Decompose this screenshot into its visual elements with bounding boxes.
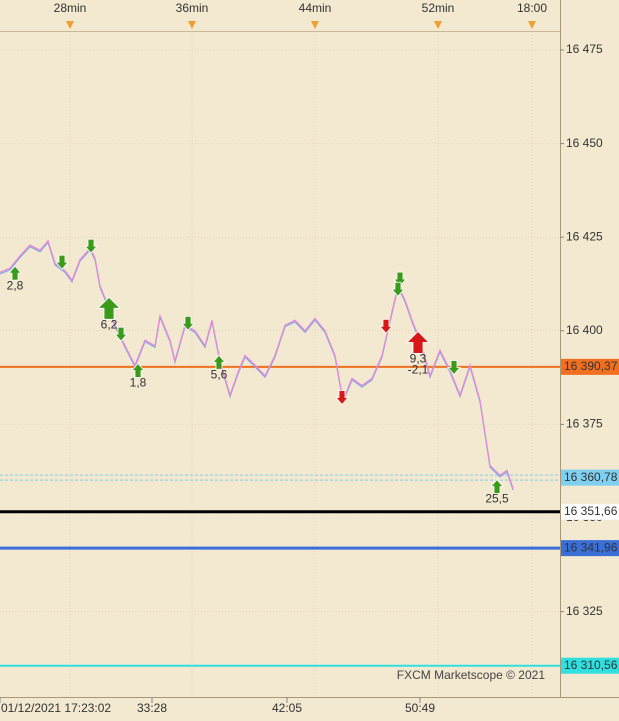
trade-arrow xyxy=(114,326,128,342)
level-label-box xyxy=(561,469,619,486)
trade-label: 5,6 xyxy=(211,367,228,381)
trade-label: 1,8 xyxy=(130,376,147,390)
y-tick-label: 16 375 xyxy=(566,417,603,431)
y-tick-label: 16 450 xyxy=(566,136,603,150)
trade-arrow xyxy=(84,238,98,254)
level-label-box xyxy=(561,657,619,674)
level-label-box xyxy=(561,358,619,375)
trade-arrow xyxy=(447,360,461,376)
tick-marker xyxy=(188,21,196,29)
trade-arrow xyxy=(131,362,145,378)
trade-label: 25,5 xyxy=(485,492,509,506)
y-tick-label: 16 400 xyxy=(566,323,603,337)
tick-marker xyxy=(528,21,536,29)
level-label: 16 360,78 xyxy=(564,470,618,484)
trade-arrow xyxy=(490,478,504,494)
level-label-box xyxy=(561,503,619,520)
trade-label: 2,8 xyxy=(7,278,24,292)
trade-arrow xyxy=(406,330,430,354)
x-tick-label: 42:05 xyxy=(272,701,302,715)
level-label: 16 341,96 xyxy=(564,540,618,554)
x-tick-label: 01/12/2021 17:23:02 xyxy=(1,701,111,715)
y-tick-label: 16 425 xyxy=(566,229,603,243)
trade-label: -2,1 xyxy=(408,363,429,377)
x-tick-label: 33:28 xyxy=(137,701,167,715)
level-label: 16 390,37 xyxy=(564,359,618,373)
tick-marker xyxy=(311,21,319,29)
footer: FXCM Marketscope © 2021 xyxy=(397,668,546,682)
trade-arrow xyxy=(181,315,195,331)
top-tick-label: 18:00 xyxy=(517,1,547,15)
level-label-box xyxy=(561,540,619,557)
trade-label: 9,3 xyxy=(410,352,427,366)
trade-arrow xyxy=(8,265,22,281)
trade-label: 6,2 xyxy=(101,318,118,332)
level-label: 16 351,66 xyxy=(564,504,618,518)
y-tick-label: 16 475 xyxy=(566,42,603,56)
trade-arrow xyxy=(55,254,69,270)
top-tick-label: 44min xyxy=(299,1,332,15)
trade-arrow xyxy=(379,318,393,334)
top-tick-label: 52min xyxy=(422,1,455,15)
trade-arrow xyxy=(212,354,226,370)
top-tick-label: 28min xyxy=(54,1,87,15)
trade-arrow xyxy=(391,281,405,297)
trade-arrow xyxy=(97,296,121,320)
y-tick-label: 16 325 xyxy=(566,604,603,618)
tick-marker xyxy=(434,21,442,29)
tick-marker xyxy=(66,21,74,29)
level-label: 16 310,56 xyxy=(564,658,618,672)
trade-arrow xyxy=(335,390,349,406)
top-tick-label: 36min xyxy=(176,1,209,15)
x-tick-label: 50:49 xyxy=(405,701,435,715)
